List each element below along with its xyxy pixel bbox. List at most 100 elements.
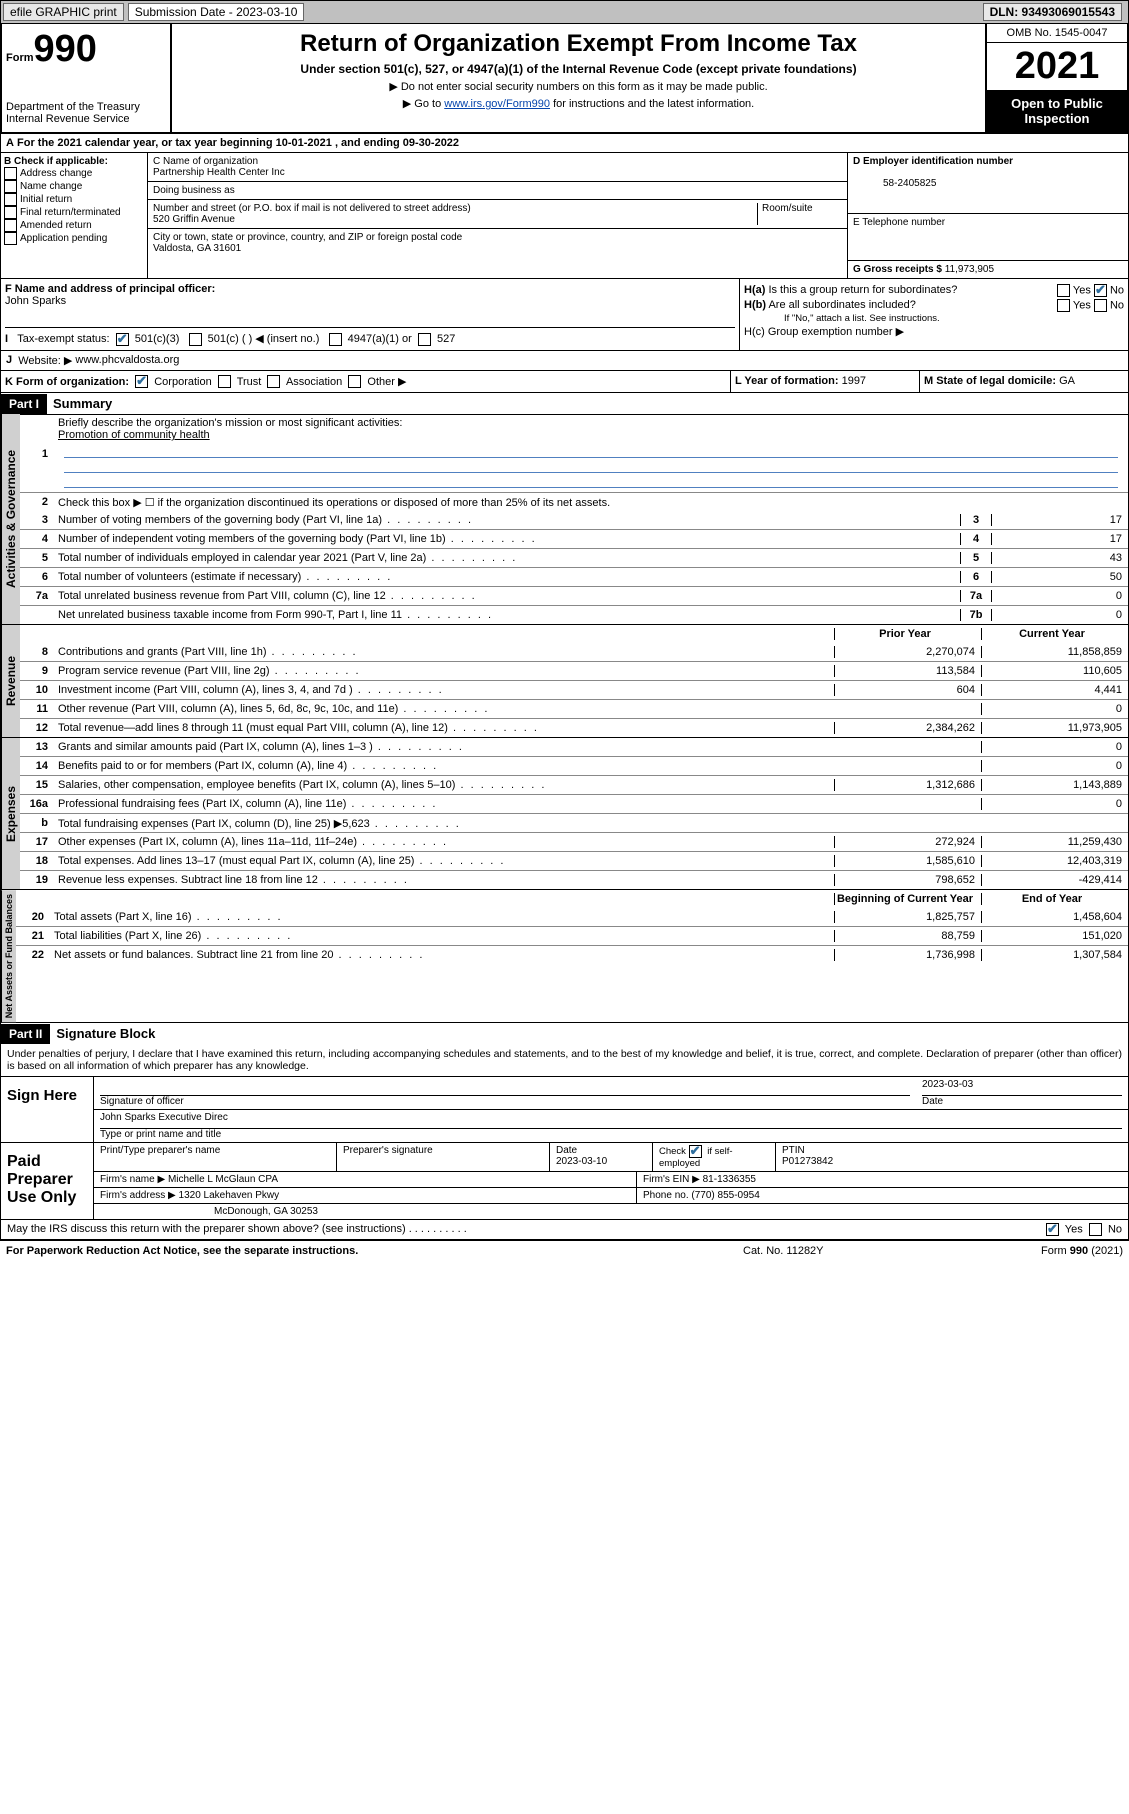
phone-label: E Telephone number [853, 217, 945, 228]
opt-527: 527 [437, 333, 455, 345]
ha-no[interactable] [1094, 284, 1107, 297]
info-grid: B Check if applicable: Address change Na… [0, 153, 1129, 279]
rev-tab: Revenue [1, 625, 20, 737]
checkbox-501c[interactable] [189, 333, 202, 346]
checkbox-501c3[interactable] [116, 333, 129, 346]
form-word: Form [6, 52, 34, 64]
f-label: F Name and address of principal officer: [5, 283, 215, 295]
irs-link[interactable]: www.irs.gov/Form990 [444, 98, 550, 110]
checkbox-amended[interactable] [4, 219, 17, 232]
dln: DLN: 93493069015543 [983, 3, 1122, 21]
summary-line: 10Investment income (Part VIII, column (… [20, 680, 1128, 699]
prep-date-label: Date [556, 1145, 577, 1156]
part2-title: Signature Block [50, 1023, 161, 1044]
hb-no[interactable] [1094, 299, 1107, 312]
gov-line: 4Number of independent voting members of… [20, 529, 1128, 548]
gov-line: 3Number of voting members of the governi… [20, 511, 1128, 529]
footer: For Paperwork Reduction Act Notice, see … [0, 1240, 1129, 1261]
discuss-no[interactable] [1089, 1223, 1102, 1236]
penalty-text: Under penalties of perjury, I declare th… [1, 1044, 1128, 1076]
firm-name-label: Firm's name ▶ [100, 1174, 165, 1185]
l-value: 1997 [842, 375, 866, 387]
end-year-head: End of Year [981, 893, 1128, 905]
sign-here: Sign Here [1, 1077, 94, 1142]
section-b: B Check if applicable: Address change Na… [1, 153, 148, 278]
summary-line: bTotal fundraising expenses (Part IX, co… [20, 813, 1128, 832]
note2-pre: ▶ Go to [403, 98, 444, 110]
k-assoc-label: Association [286, 376, 342, 388]
k-other[interactable] [348, 375, 361, 388]
k-other-label: Other ▶ [367, 376, 406, 388]
line-a: A For the 2021 calendar year, or tax yea… [0, 134, 1129, 153]
section-klm: K Form of organization: Corporation Trus… [0, 371, 1129, 394]
hb-yes[interactable] [1057, 299, 1070, 312]
form-number: Form990 [6, 28, 166, 71]
exp-tab: Expenses [1, 738, 20, 889]
section-c: C Name of organization Partnership Healt… [148, 153, 848, 278]
checkbox-pending[interactable] [4, 232, 17, 245]
type-name-label: Type or print name and title [100, 1129, 221, 1140]
discuss-yes[interactable] [1046, 1223, 1059, 1236]
line1-label: Briefly describe the organization's miss… [58, 417, 402, 429]
gov-line: 7aTotal unrelated business revenue from … [20, 586, 1128, 605]
mission-rule [64, 458, 1118, 473]
opt-initial: Initial return [20, 194, 72, 205]
section-i: I Tax-exempt status: 501(c)(3) 501(c) ( … [5, 327, 735, 346]
line-a-text: For the 2021 calendar year, or tax year … [17, 137, 459, 149]
begin-year-head: Beginning of Current Year [834, 893, 981, 905]
self-employed-check[interactable] [689, 1145, 702, 1158]
rev-section: Revenue Prior Year Current Year 8Contrib… [1, 625, 1128, 738]
omb-number: OMB No. 1545-0047 [987, 24, 1127, 43]
firm-phone: (770) 855-0954 [691, 1190, 759, 1201]
form-subtitle: Under section 501(c), 527, or 4947(a)(1)… [178, 62, 979, 76]
submission-date: Submission Date - 2023-03-10 [128, 3, 305, 21]
room-label: Room/suite [762, 203, 813, 214]
header-right: OMB No. 1545-0047 2021 Open to Public In… [987, 24, 1127, 132]
form-ref: Form 990 (2021) [943, 1245, 1123, 1257]
opt-final: Final return/terminated [20, 207, 121, 218]
form-note1: ▶ Do not enter social security numbers o… [178, 80, 979, 93]
net-tab: Net Assets or Fund Balances [1, 890, 16, 1022]
website-value: www.phcvaldosta.org [75, 354, 179, 366]
section-h: H(a) Is this a group return for subordin… [740, 279, 1128, 350]
summary-line: 19Revenue less expenses. Subtract line 1… [20, 870, 1128, 889]
k-trust-label: Trust [237, 376, 262, 388]
checkbox-name[interactable] [4, 180, 17, 193]
ha-yes[interactable] [1057, 284, 1070, 297]
checkbox-final[interactable] [4, 206, 17, 219]
part1-header: Part I [1, 394, 47, 414]
part2-header: Part II [1, 1024, 50, 1044]
firm-ein: 81-1336355 [703, 1174, 756, 1185]
section-fh: F Name and address of principal officer:… [0, 279, 1129, 351]
summary-line: 21Total liabilities (Part X, line 26)88,… [16, 926, 1128, 945]
header-left: Form990 Department of the Treasury Inter… [2, 24, 172, 132]
city-label: City or town, state or province, country… [153, 232, 462, 243]
k-corp[interactable] [135, 375, 148, 388]
summary-line: 13Grants and similar amounts paid (Part … [20, 738, 1128, 756]
checkbox-initial[interactable] [4, 193, 17, 206]
org-name: Partnership Health Center Inc [153, 167, 285, 178]
checkbox-address[interactable] [4, 167, 17, 180]
summary-line: 18Total expenses. Add lines 13–17 (must … [20, 851, 1128, 870]
form-title: Return of Organization Exempt From Incom… [178, 30, 979, 58]
paperwork-notice: For Paperwork Reduction Act Notice, see … [6, 1245, 743, 1257]
opt-address: Address change [20, 168, 92, 179]
officer-printed: John Sparks Executive Direc [100, 1112, 228, 1123]
gross-value: 11,973,905 [945, 264, 994, 275]
k-assoc[interactable] [267, 375, 280, 388]
discuss-no-label: No [1108, 1224, 1122, 1236]
may-irs: May the IRS discuss this return with the… [7, 1223, 406, 1235]
opt-501c: 501(c) ( ) ◀ (insert no.) [208, 333, 320, 345]
org-city: Valdosta, GA 31601 [153, 243, 241, 254]
efile-button[interactable]: efile GRAPHIC print [3, 3, 124, 21]
checkbox-527[interactable] [418, 333, 431, 346]
firm-addr-label: Firm's address ▶ [100, 1190, 176, 1201]
paid-preparer: Paid Preparer Use Only [1, 1143, 94, 1219]
hb-note: If "No," attach a list. See instructions… [744, 313, 1124, 324]
k-trust[interactable] [218, 375, 231, 388]
irs: Internal Revenue Service [6, 113, 166, 125]
mission-rule [64, 443, 1118, 458]
sig-officer-label: Signature of officer [100, 1096, 184, 1107]
checkbox-4947[interactable] [329, 333, 342, 346]
tax-year: 2021 [987, 43, 1127, 90]
